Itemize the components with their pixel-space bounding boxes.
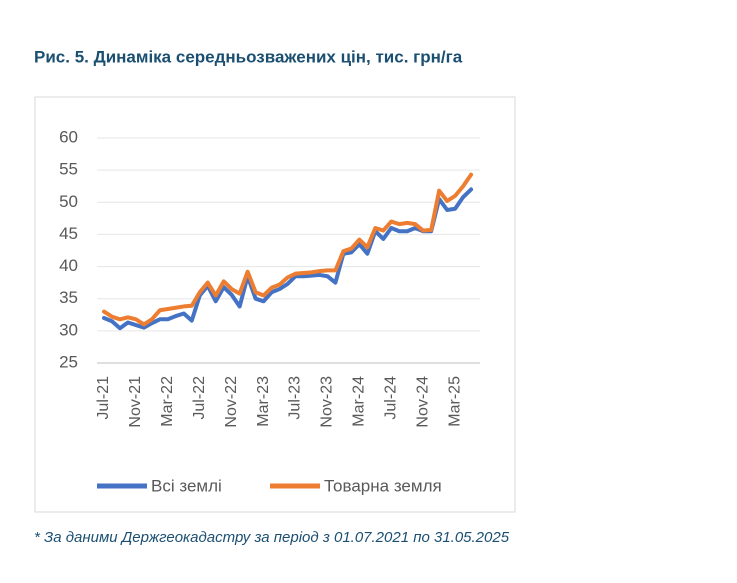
legend-label: Товарна земля bbox=[324, 476, 442, 495]
x-tick-label: Mar-23 bbox=[255, 376, 272, 427]
y-tick-label: 45 bbox=[59, 224, 78, 243]
series-line bbox=[102, 172, 474, 327]
y-tick-label: 60 bbox=[59, 127, 78, 146]
legend-label: Всі землі bbox=[151, 476, 222, 495]
series-line bbox=[102, 187, 474, 331]
x-tick-label: Jul-23 bbox=[287, 376, 304, 420]
chart-title: Рис. 5. Динаміка середньозважених цін, т… bbox=[34, 47, 463, 66]
y-tick-label: 55 bbox=[59, 160, 78, 179]
x-tick-label: Jul-21 bbox=[95, 376, 112, 420]
footnote: * За даними Держгеокадастру за період з … bbox=[34, 529, 510, 546]
x-tick-label: Nov-22 bbox=[223, 376, 240, 428]
x-tick-label: Jul-24 bbox=[382, 376, 399, 420]
x-tick-label: Nov-23 bbox=[319, 376, 336, 428]
x-tick-label: Mar-25 bbox=[446, 376, 463, 427]
x-tick-label: Mar-22 bbox=[159, 376, 176, 427]
y-tick-label: 40 bbox=[59, 256, 78, 275]
y-tick-label: 50 bbox=[59, 192, 78, 211]
y-tick-label: 25 bbox=[59, 352, 78, 371]
x-tick-label: Mar-24 bbox=[351, 376, 368, 427]
chart-frame bbox=[34, 96, 516, 513]
x-tick-label: Nov-21 bbox=[127, 376, 144, 428]
y-tick-label: 35 bbox=[59, 288, 78, 307]
x-tick-label: Jul-22 bbox=[191, 376, 208, 420]
y-tick-label: 30 bbox=[59, 320, 78, 339]
x-tick-label: Nov-24 bbox=[414, 376, 431, 428]
